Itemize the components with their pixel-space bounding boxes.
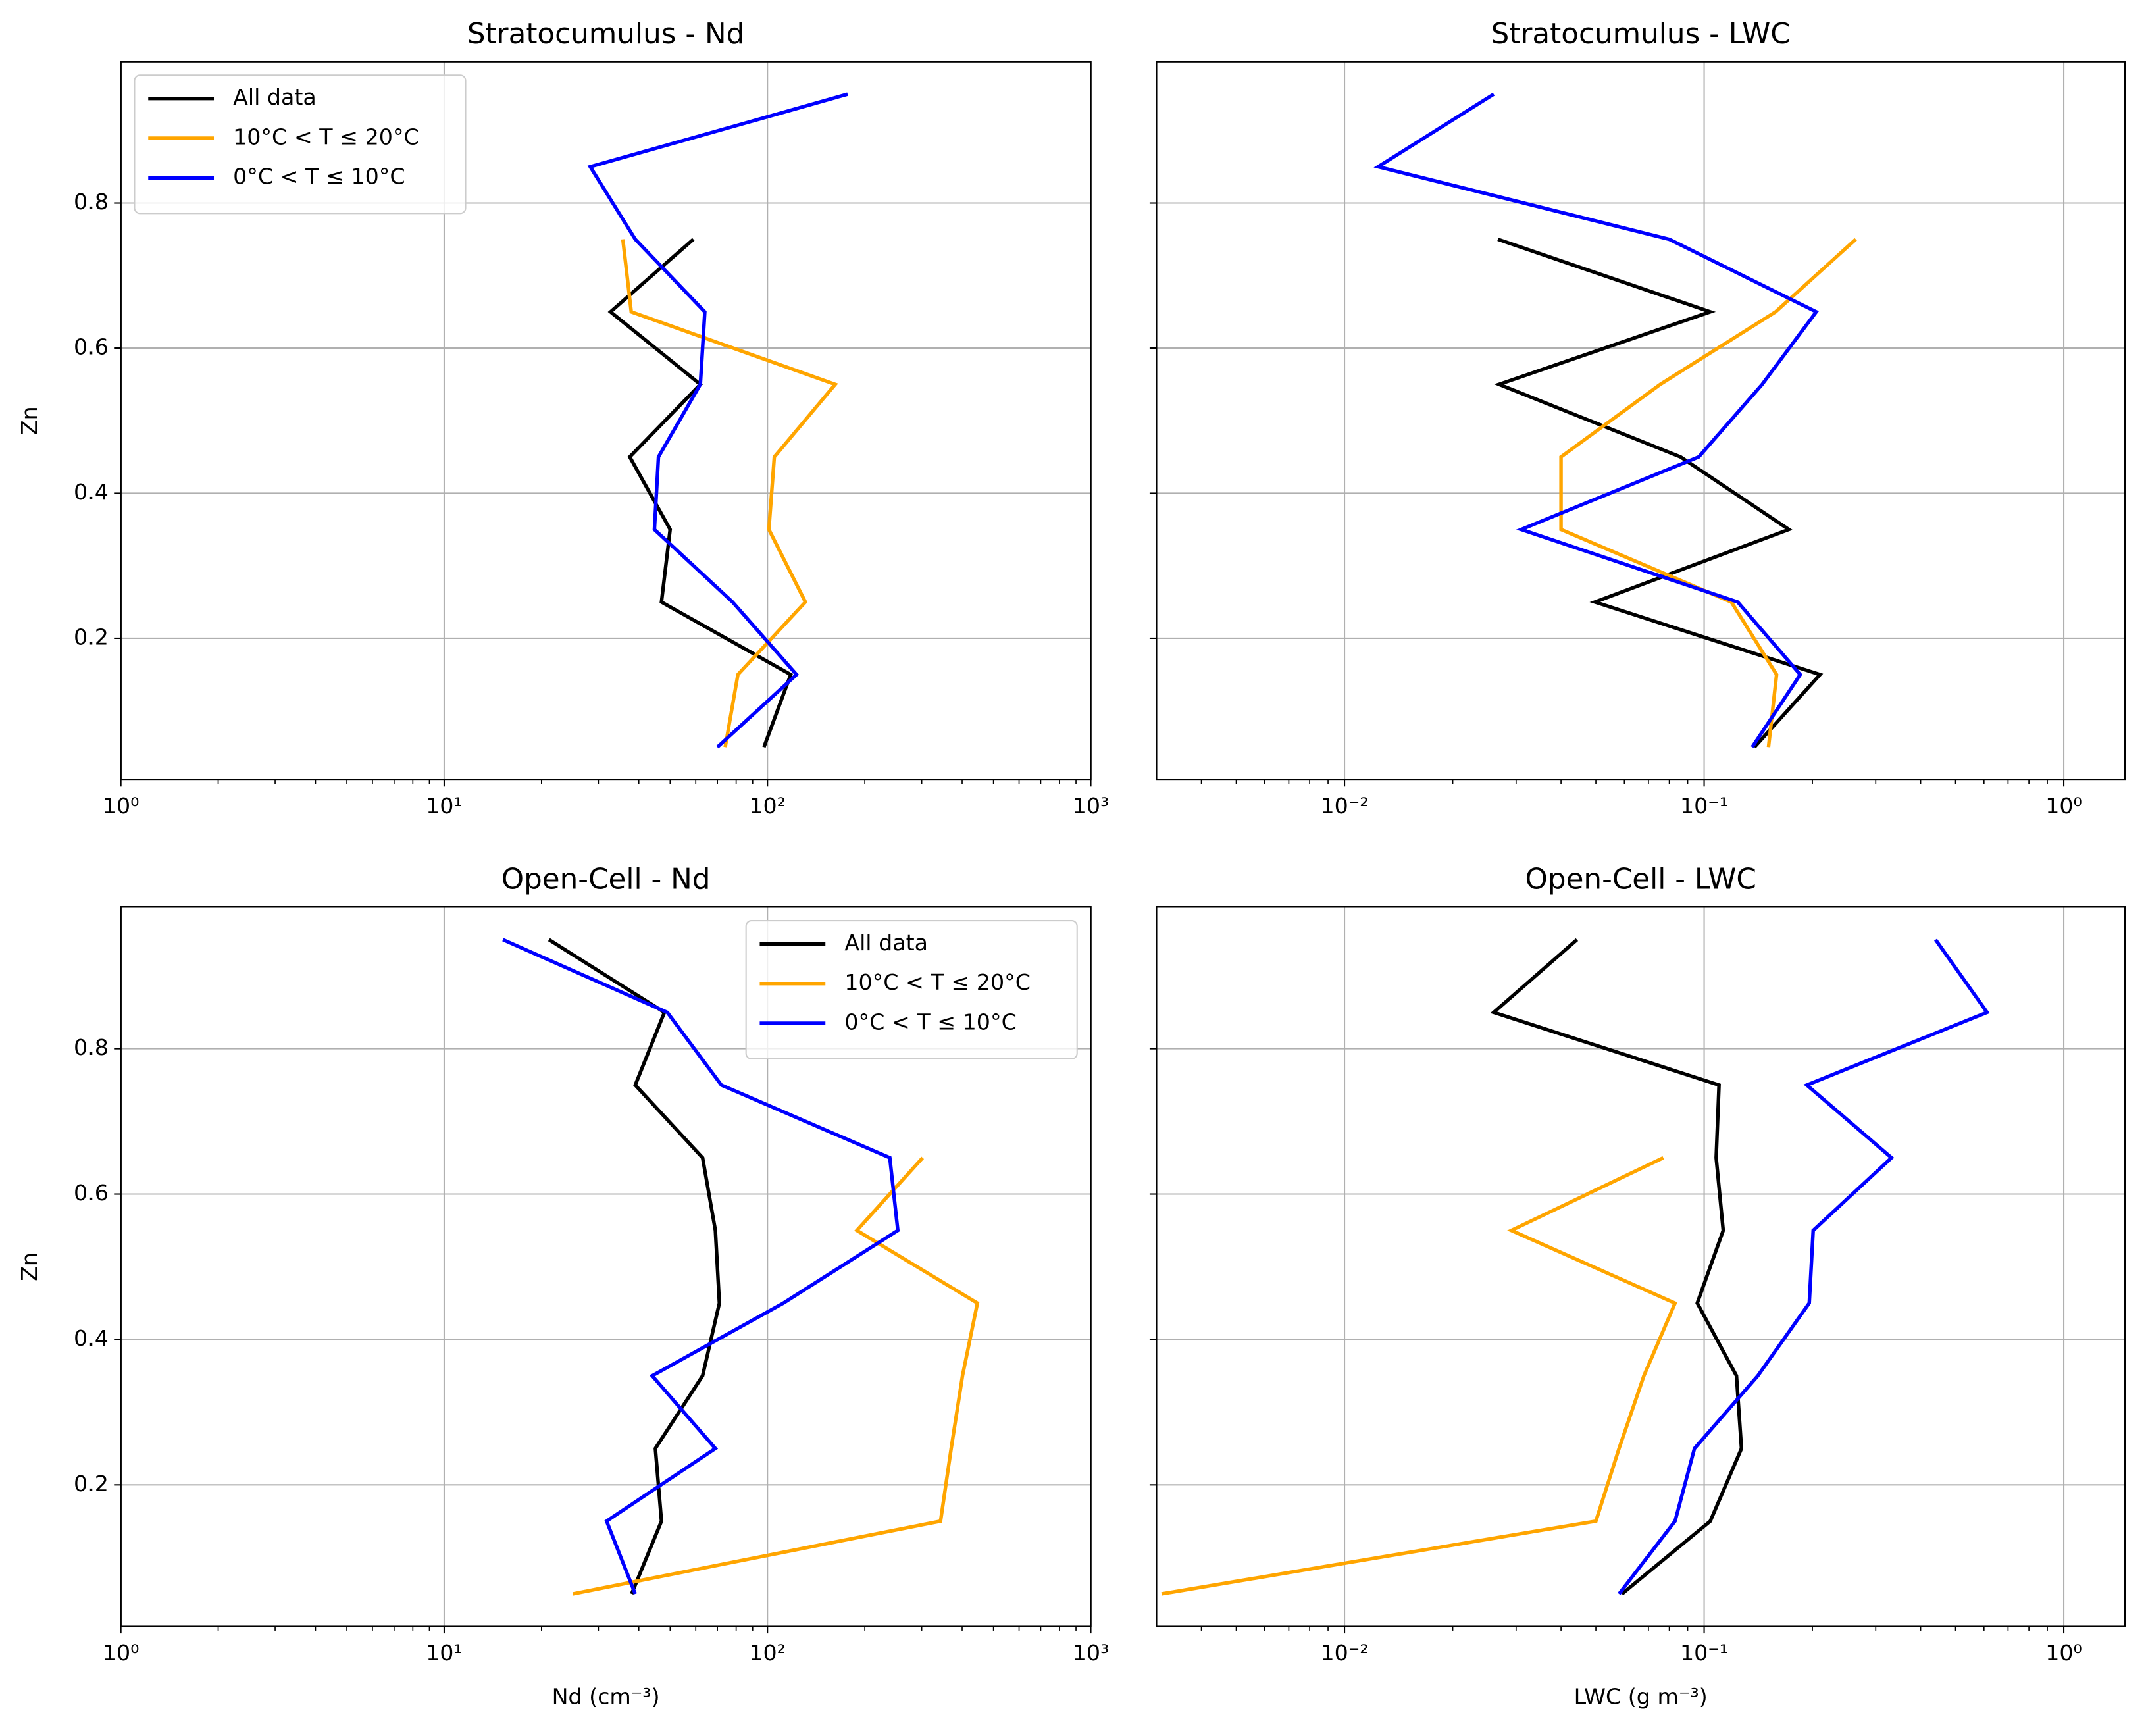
subplot: 10⁰ 10¹ 10² 10³ 0.2 0.4 0.6 0.8 Stratocumulus - … [16, 17, 1109, 819]
x-tick-label: 10⁰ [103, 793, 140, 819]
subplot-title: Stratocumulus - LWC [1491, 17, 1791, 51]
plot-frame [1156, 906, 2126, 1627]
x-tick-label: 10¹ [426, 793, 463, 819]
series-line [1490, 938, 1744, 1596]
y-axis-label: Zn [16, 1252, 42, 1281]
x-tick-label: 10⁰ [2045, 1640, 2082, 1666]
series-line [587, 92, 848, 749]
legend-label: All data [844, 930, 928, 956]
x-tick-label: 10³ [1073, 793, 1110, 819]
series-line [572, 1156, 980, 1596]
legend-box [745, 919, 1078, 1060]
x-tick-label: 10⁻¹ [1680, 1640, 1728, 1666]
x-tick-label: 10⁰ [103, 1640, 140, 1666]
y-tick-label: 0.2 [74, 624, 109, 650]
subplot: 10⁻² 10⁻¹ 10⁰ Open-Cell - LWC LWC (g m⁻³) [1149, 863, 2126, 1709]
series-line [621, 239, 838, 748]
y-tick-label: 0.4 [74, 1325, 109, 1351]
y-tick-label: 0.8 [74, 1034, 109, 1060]
y-tick-label: 0.2 [74, 1471, 109, 1496]
legend-label: All data [233, 84, 317, 110]
subplot-title: Open-Cell - Nd [501, 863, 711, 896]
x-tick-label: 10² [749, 1640, 786, 1666]
y-tick-label: 0.8 [74, 189, 109, 215]
series-line [548, 938, 721, 1595]
legend-label: 10°C < T ≤ 20°C [233, 124, 419, 149]
series-line [1161, 1156, 1677, 1596]
x-tick-label: 10² [749, 793, 786, 819]
series-line [1494, 238, 1824, 749]
x-tick-label: 10⁻² [1320, 1640, 1368, 1666]
series-line [607, 238, 793, 748]
series-line [1559, 238, 1857, 748]
plot-frame [1156, 61, 2126, 781]
y-tick-label: 0.6 [74, 334, 109, 359]
plot-frame [120, 906, 1092, 1627]
y-axis-label: Zn [16, 406, 42, 435]
subplot: 10⁻² 10⁻¹ 10⁰ Stratocumulus - LWC [1149, 17, 2126, 819]
y-tick-label: 0.6 [74, 1180, 109, 1206]
x-tick-label: 10⁰ [2045, 793, 2082, 819]
y-tick-label: 0.4 [74, 479, 109, 505]
legend-label: 0°C < T ≤ 10°C [233, 164, 405, 190]
series-line [1618, 938, 1990, 1595]
x-tick-label: 10¹ [426, 1640, 463, 1666]
x-axis-label: LWC (g m⁻³) [1574, 1683, 1708, 1709]
x-tick-label: 10⁻² [1320, 793, 1368, 819]
x-axis-label: Nd (cm⁻³) [552, 1683, 660, 1709]
x-tick-label: 10⁻¹ [1680, 793, 1728, 819]
subplot: 10⁰ 10¹ 10² 10³ 0.2 0.4 0.6 0.8 Open-Cell - Nd Nd… [16, 863, 1109, 1710]
plot-frame [120, 61, 1092, 781]
subplot-title: Open-Cell - LWC [1525, 863, 1756, 896]
series-line [502, 938, 900, 1595]
subplot-title: Stratocumulus - Nd [467, 17, 744, 51]
legend-label: 0°C < T ≤ 10°C [844, 1009, 1016, 1034]
x-tick-label: 10³ [1073, 1640, 1110, 1666]
series-line [1373, 92, 1820, 748]
legend-box [134, 74, 467, 215]
legend-label: 10°C < T ≤ 20°C [844, 969, 1031, 995]
